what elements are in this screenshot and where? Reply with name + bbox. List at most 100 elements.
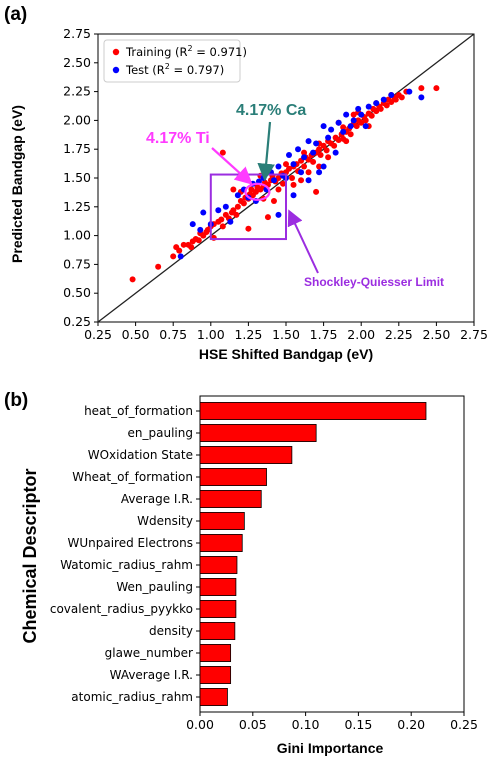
training-point	[398, 94, 405, 101]
training-point	[350, 111, 357, 118]
training-point	[270, 198, 277, 205]
training-point	[353, 123, 360, 130]
test-point	[365, 103, 372, 110]
test-point	[197, 226, 204, 233]
training-point	[310, 158, 317, 165]
bar	[199, 644, 232, 662]
bar	[199, 534, 243, 552]
training-point	[195, 237, 202, 244]
sq-annotation: Shockley-Quiesser Limit	[304, 275, 444, 289]
test-point	[347, 123, 354, 130]
training-point	[283, 161, 289, 168]
test-point	[305, 138, 312, 145]
training-point	[392, 96, 399, 103]
training-point	[362, 117, 369, 124]
test-point	[295, 146, 302, 153]
bar	[199, 600, 237, 618]
training-point	[298, 177, 305, 184]
training-point	[180, 241, 187, 248]
bar	[199, 622, 236, 640]
test-point	[189, 221, 196, 228]
category-label: Wheat_of_formation	[72, 470, 193, 484]
test-point	[335, 119, 342, 126]
sq-arrow	[287, 209, 319, 274]
test-point	[332, 149, 339, 156]
y-tick-label: 1.00	[63, 228, 91, 243]
training-point	[245, 225, 252, 232]
test-point	[313, 140, 320, 147]
test-point	[325, 134, 332, 141]
training-point	[340, 124, 347, 131]
test-point	[310, 149, 317, 156]
x-tick-label: 2.25	[385, 327, 413, 342]
test-point	[358, 111, 365, 118]
legend-test-sup: 2	[165, 62, 170, 71]
training-point	[358, 119, 365, 126]
x-tick-label: 2.75	[460, 327, 488, 342]
test-point	[286, 151, 293, 158]
training-point	[230, 207, 237, 214]
test-point	[320, 163, 327, 170]
y-tick-label: 2.25	[63, 84, 91, 99]
training-point	[219, 223, 226, 230]
test-point	[320, 123, 327, 130]
x-tick-label: 0.25	[84, 327, 112, 342]
bar-ylabel: Chemical Descriptor	[20, 468, 40, 643]
test-point	[316, 169, 323, 176]
ti-highlight-ellipse	[244, 182, 271, 201]
category-label: heat_of_formation	[84, 404, 193, 418]
training-point	[218, 216, 225, 223]
training-point	[188, 244, 195, 251]
legend-training-sup: 2	[188, 44, 193, 53]
training-point	[170, 253, 177, 260]
training-point	[335, 136, 342, 143]
category-label: Wen_pauling	[116, 580, 193, 594]
ca-arrow	[257, 121, 275, 182]
bar-frame	[199, 395, 465, 713]
training-point	[316, 163, 323, 170]
training-point	[301, 149, 308, 156]
test-point	[305, 177, 312, 184]
training-point	[368, 112, 375, 119]
category-label: WAverage I.R.	[110, 668, 193, 682]
test-point	[362, 123, 369, 130]
test-point	[200, 209, 207, 216]
training-point	[204, 226, 211, 233]
training-point	[279, 180, 286, 187]
panel-label-b: (b)	[4, 390, 28, 411]
training-point	[316, 146, 323, 153]
training-point	[230, 186, 237, 193]
x-tick-label: 0.25	[450, 717, 478, 732]
test-point	[290, 161, 297, 168]
bar	[199, 666, 232, 684]
bar	[199, 556, 238, 574]
x-tick-label: 2.00	[347, 327, 375, 342]
ti-arrow	[211, 147, 253, 185]
training-point	[373, 108, 380, 115]
legend-test-value: = 0.797)	[170, 63, 224, 77]
x-tick-label: 1.00	[197, 327, 225, 342]
legend-training-marker	[112, 48, 120, 56]
test-point	[380, 96, 387, 103]
test-point	[234, 192, 241, 199]
x-tick-label: 1.75	[310, 327, 338, 342]
training-point	[313, 188, 320, 195]
y-tick-label: 0.25	[63, 314, 91, 329]
scatter-plot: 0.25 0.50 0.75 1.00 1.25 1.50 1.75 2.00 2.25 2.50…	[63, 26, 488, 342]
y-tick-label: 1.50	[63, 170, 91, 185]
category-label: Average I.R.	[121, 492, 193, 506]
test-point	[227, 218, 234, 225]
test-point	[222, 203, 229, 210]
training-point	[290, 181, 297, 188]
test-point	[298, 169, 305, 176]
x-tick-label: 0.05	[239, 717, 267, 732]
test-point	[275, 211, 282, 218]
bar	[199, 446, 293, 464]
training-point	[264, 214, 271, 221]
bar-chart: 0.00 0.05 0.10 0.15 0.20 0.25 heat_of_formatio…	[50, 395, 478, 732]
training-point	[388, 98, 395, 105]
legend-test-label: Test (R2 = 0.797)	[125, 62, 224, 77]
x-tick-label: 1.50	[272, 327, 300, 342]
bar-xlabel: Gini Importance	[277, 740, 384, 756]
training-point	[286, 165, 293, 172]
